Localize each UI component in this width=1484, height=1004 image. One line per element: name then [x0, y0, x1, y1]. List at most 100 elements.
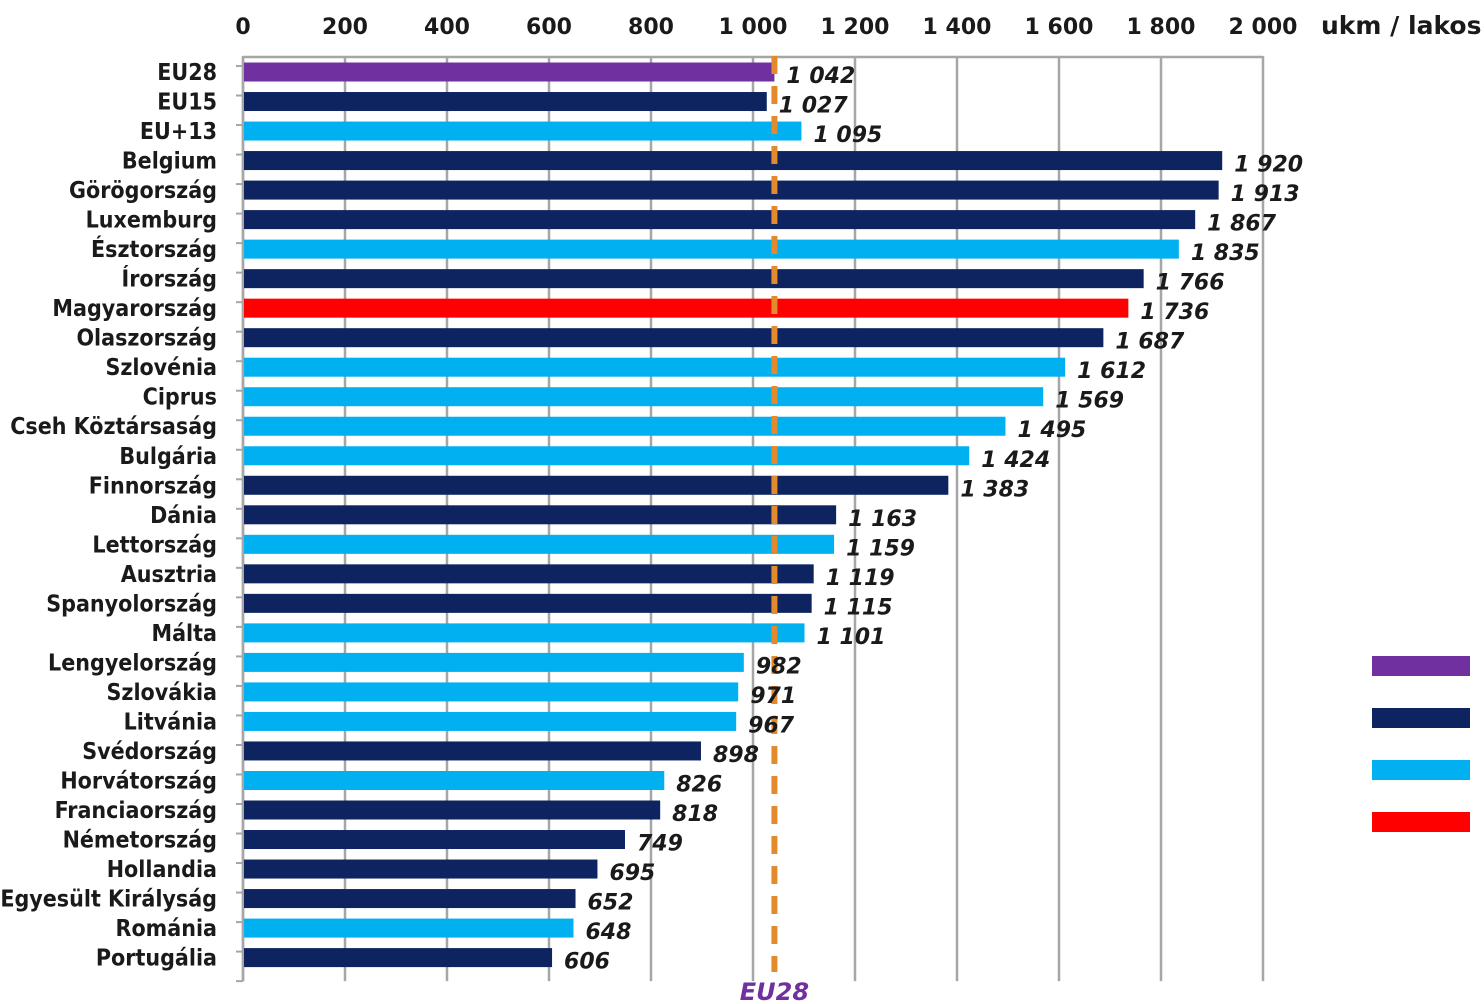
data-label: 1 383: [960, 477, 1029, 502]
category-label: Ausztria: [121, 562, 217, 588]
data-label: 1 042: [786, 64, 855, 89]
bar: [244, 711, 737, 731]
bar: [244, 652, 744, 672]
data-label: 826: [676, 772, 722, 797]
bar: [244, 741, 701, 761]
data-label: 1 687: [1115, 330, 1185, 355]
category-label: Dánia: [150, 503, 217, 529]
category-label: Észtország: [91, 235, 217, 263]
category-label: EU15: [157, 90, 217, 116]
x-tick-label: 600: [526, 15, 572, 40]
bar: [244, 180, 1219, 200]
category-label: EU+13: [140, 119, 217, 145]
data-label: 1 867: [1207, 212, 1277, 237]
bar: [244, 682, 739, 702]
reference-line-label: EU28: [740, 978, 809, 1004]
bar: [244, 948, 553, 968]
bar: [244, 475, 949, 495]
category-label: Luxemburg: [86, 208, 217, 234]
legend-swatch-eu28: [1372, 656, 1470, 676]
x-tick-label: 1 200: [821, 15, 890, 40]
x-tick-label: 800: [628, 15, 674, 40]
category-label: Ciprus: [143, 385, 217, 411]
category-label: Hollandia: [107, 857, 217, 883]
bar: [244, 62, 775, 82]
x-tick-label: 0: [235, 15, 250, 40]
data-label: 1 736: [1140, 300, 1209, 325]
category-label: Görögország: [69, 178, 217, 204]
bar: [244, 564, 814, 584]
category-label: Lettország: [92, 532, 217, 558]
bar: [244, 534, 835, 554]
bar: [244, 121, 802, 141]
bar: [244, 328, 1104, 348]
bars: [244, 62, 1223, 968]
category-label: Horvátország: [60, 768, 217, 794]
category-label: Szlovénia: [105, 355, 217, 381]
legend-swatch-eu13: [1372, 760, 1470, 780]
category-label: Magyarország: [52, 296, 217, 322]
category-label: EU28: [157, 60, 217, 86]
data-label: 749: [637, 832, 683, 857]
x-tick-label: 1 600: [1025, 15, 1094, 40]
x-axis-unit-label: ukm / lakos: [1321, 11, 1481, 40]
category-label: Finnország: [89, 473, 217, 499]
data-label: 967: [748, 713, 795, 738]
bar: [244, 830, 625, 850]
bar: [244, 210, 1196, 230]
data-label: 1 766: [1156, 271, 1225, 296]
data-label: 1 920: [1234, 153, 1303, 178]
category-label: Olaszország: [76, 326, 217, 352]
data-label: 1 163: [848, 507, 917, 532]
data-label: 1 913: [1231, 182, 1300, 207]
bar: [244, 770, 665, 790]
data-label: 1 495: [1017, 418, 1086, 443]
category-label: Svédország: [82, 739, 217, 765]
data-label: 982: [756, 654, 802, 679]
category-label: Lengyelország: [48, 650, 217, 676]
data-label: 818: [672, 802, 718, 827]
x-tick-label: 1 400: [923, 15, 992, 40]
data-label: 606: [564, 950, 610, 975]
x-axis-ticks: 0 200 400 600 800 1 000 1 200 1 400 1 600 1 800 2 …: [235, 15, 1297, 40]
bar: [244, 269, 1144, 289]
category-label: Málta: [152, 621, 218, 647]
bar: [244, 505, 837, 525]
x-tick-label: 400: [424, 15, 470, 40]
bar: [244, 859, 598, 879]
data-label: 648: [585, 920, 631, 945]
category-label: Litvánia: [124, 709, 217, 735]
category-labels: EU28 EU15 EU+13 Belgium Görögország Luxemburg…: [0, 60, 217, 972]
bar: [244, 298, 1129, 318]
data-label: 1 095: [813, 123, 882, 148]
bar: [244, 593, 812, 613]
bar: [244, 446, 970, 466]
legend: [1372, 656, 1470, 832]
bar: [244, 416, 1006, 436]
data-label: 1 159: [846, 536, 915, 561]
bar: [244, 800, 661, 820]
data-label: 1 835: [1191, 241, 1260, 266]
bar: [244, 918, 574, 938]
category-label: Írország: [122, 265, 217, 293]
category-label: Bulgária: [119, 444, 217, 470]
x-tick-label: 200: [322, 15, 368, 40]
data-labels: 1 042 1 027 1 095 1 920 1 913 1 867 1 835 1 766…: [564, 64, 1303, 975]
data-label: 971: [750, 684, 796, 709]
legend-swatch-hungary: [1372, 812, 1470, 832]
category-label: Franciaország: [55, 798, 217, 824]
category-label: Spanyolország: [46, 591, 217, 617]
data-label: 652: [588, 891, 634, 916]
data-label: 695: [609, 861, 655, 886]
x-tick-label: 1 000: [719, 15, 788, 40]
category-label: Portugália: [96, 946, 217, 972]
bar: [244, 151, 1223, 171]
bar: [244, 357, 1066, 377]
category-label: Németország: [63, 828, 217, 854]
data-label: 1 119: [826, 566, 895, 591]
bar: [244, 387, 1044, 407]
data-label: 898: [713, 743, 759, 768]
x-tick-label: 2 000: [1229, 15, 1298, 40]
data-label: 1 027: [779, 94, 849, 119]
